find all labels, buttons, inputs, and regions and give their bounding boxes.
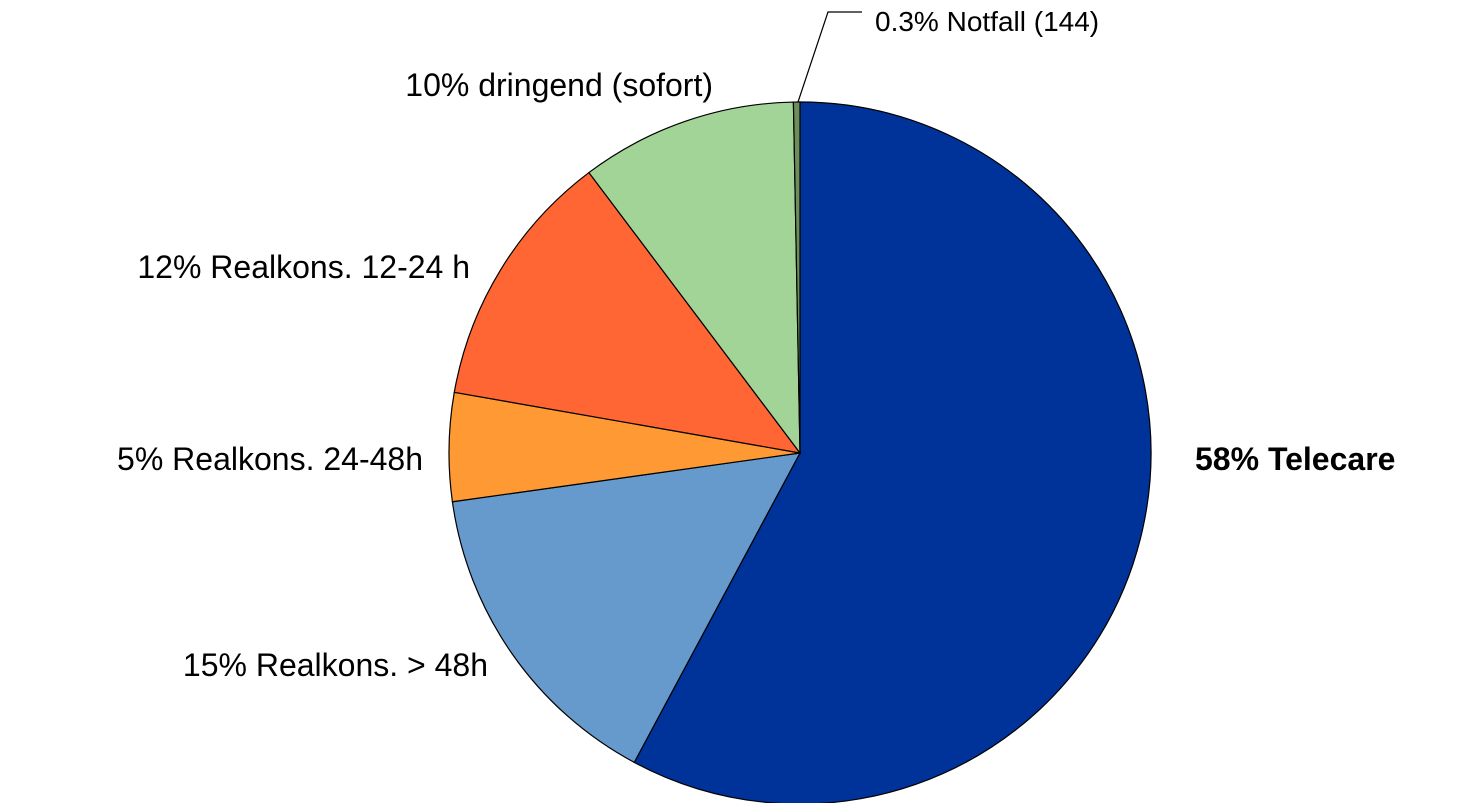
slice-gap [201,249,210,285]
slice-label: 10% dringend (sofort) [405,67,713,103]
pie-slice [451,452,802,764]
slice-category: Realkons. > 48h [256,647,488,683]
slice-gap [163,441,172,477]
slice-value-label: 0.3% [875,6,939,37]
slice-gap [939,6,947,37]
slice-gap [1259,441,1268,477]
slice-category: dringend (sofort) [478,67,713,103]
pie-slice [588,101,801,455]
pie-slice [792,101,801,454]
slice-gap [247,647,256,683]
slice-category: Telecare [1268,441,1396,477]
slice-label: 15% Realkons. > 48h [183,647,488,683]
slice-label: 5% Realkons. 24-48h [117,441,423,477]
slice-category: Realkons. 12-24 h [210,249,470,285]
slice-gap [469,67,478,103]
slice-category: Notfall (144) [947,6,1100,37]
slice-label: 58% Telecare [1195,441,1395,477]
slice-label: 0.3% Notfall (144) [875,6,1099,37]
slice-value-label: 12% [137,249,201,285]
slice-value-label: 10% [405,67,469,103]
slice-label: 12% Realkons. 12-24 h [137,249,470,285]
slice-value-label: 5% [117,441,163,477]
pie-slice [633,101,1152,803]
slice-value-label: 58% [1195,441,1259,477]
pie-slice [453,171,802,454]
leader-line [797,11,862,103]
slice-category: Realkons. 24-48h [172,441,423,477]
slice-value-label: 15% [183,647,247,683]
